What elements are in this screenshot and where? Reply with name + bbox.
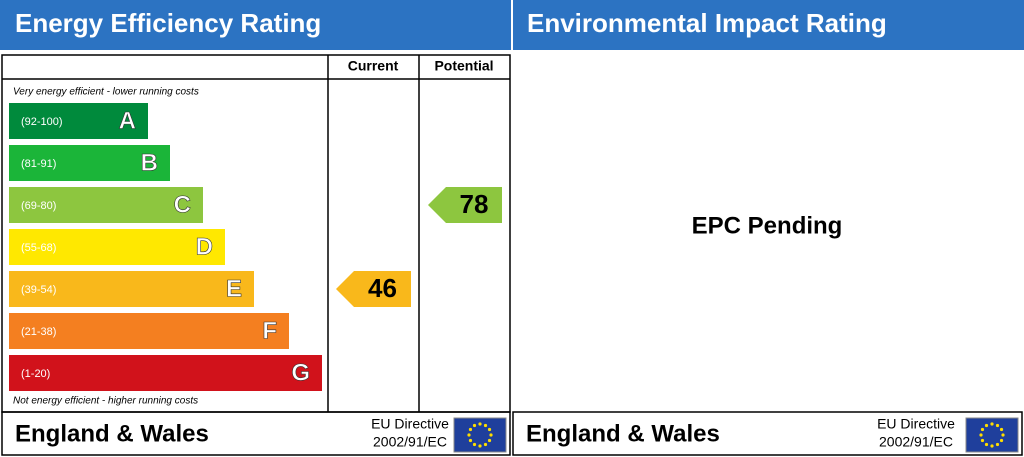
table-frame bbox=[1, 54, 1023, 456]
header-bar bbox=[513, 0, 1024, 50]
band-letter: A bbox=[119, 107, 136, 134]
bottom-note: Not energy efficient - higher running co… bbox=[13, 396, 198, 407]
status-text: EPC Pending bbox=[692, 212, 843, 239]
eu-star bbox=[979, 433, 983, 437]
eu-star bbox=[468, 438, 473, 443]
directive-code: 2002/91/EC bbox=[879, 434, 953, 450]
header-bar bbox=[0, 0, 511, 50]
region: England & Wales bbox=[15, 420, 209, 447]
eu-star bbox=[467, 433, 471, 437]
eu-star bbox=[995, 442, 1000, 447]
band-letter: B bbox=[141, 149, 158, 176]
eu-star bbox=[990, 422, 994, 426]
band-range: (1-20) bbox=[21, 368, 50, 380]
eu-star bbox=[980, 427, 985, 432]
panel-title: Environmental Impact Rating bbox=[527, 8, 887, 38]
eu-star bbox=[487, 427, 492, 432]
rating-value: 46 bbox=[368, 273, 397, 303]
band-letter: D bbox=[196, 233, 213, 260]
rating-band bbox=[9, 355, 322, 391]
eu-star bbox=[1001, 433, 1005, 437]
band-range: (21-38) bbox=[21, 326, 56, 338]
eu-star bbox=[478, 422, 482, 426]
eu-star bbox=[999, 427, 1004, 432]
directive: EU Directive bbox=[877, 416, 955, 432]
top-note: Very energy efficient - lower running co… bbox=[13, 87, 199, 98]
eu-star bbox=[990, 444, 994, 448]
eu-star bbox=[468, 427, 473, 432]
eu-star bbox=[472, 423, 477, 428]
rating-band bbox=[9, 187, 203, 223]
rating-arrow bbox=[428, 187, 502, 223]
eu-star bbox=[984, 442, 989, 447]
eu-star bbox=[483, 442, 488, 447]
eu-star bbox=[999, 438, 1004, 443]
rating-band bbox=[9, 103, 148, 139]
region: England & Wales bbox=[526, 420, 720, 447]
directive-code: 2002/91/EC bbox=[373, 434, 447, 450]
eu-star bbox=[483, 423, 488, 428]
band-range: (92-100) bbox=[21, 116, 63, 128]
eu-star bbox=[995, 423, 1000, 428]
rating-arrow bbox=[336, 271, 411, 307]
eu-star bbox=[984, 423, 989, 428]
rating-band bbox=[9, 271, 254, 307]
rating-band bbox=[9, 145, 170, 181]
column-header: Current bbox=[348, 58, 399, 74]
band-range: (69-80) bbox=[21, 200, 56, 212]
directive: EU Directive bbox=[371, 416, 449, 432]
band-letter: F bbox=[262, 317, 277, 344]
rating-band bbox=[9, 313, 289, 349]
column-header: Potential bbox=[434, 58, 493, 74]
panel-title: Energy Efficiency Rating bbox=[15, 8, 321, 38]
eu-star bbox=[478, 444, 482, 448]
band-letter: C bbox=[174, 191, 191, 218]
eu-star bbox=[472, 442, 477, 447]
band-range: (81-91) bbox=[21, 158, 56, 170]
eu-star bbox=[980, 438, 985, 443]
rating-value: 78 bbox=[460, 189, 489, 219]
band-letter: E bbox=[226, 275, 242, 302]
band-letter: G bbox=[291, 359, 310, 386]
band-range: (55-68) bbox=[21, 242, 56, 254]
eu-star bbox=[489, 433, 493, 437]
eu-star bbox=[487, 438, 492, 443]
rating-band bbox=[9, 229, 225, 265]
band-range: (39-54) bbox=[21, 284, 56, 296]
